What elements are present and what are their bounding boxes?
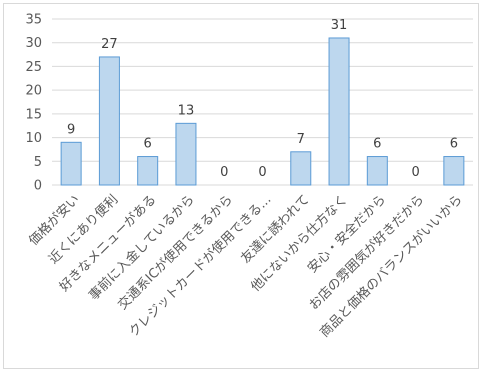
data-label: 27 xyxy=(101,37,118,52)
y-tick-label: 20 xyxy=(25,84,42,99)
bar xyxy=(137,156,159,186)
data-label: 6 xyxy=(144,137,152,152)
data-labels: 9 27 6 13 0 0 7 31 6 0 6 xyxy=(67,18,458,180)
data-label: 0 xyxy=(258,165,266,180)
bar xyxy=(328,37,350,186)
y-tick-label: 10 xyxy=(25,131,42,146)
bar xyxy=(98,56,120,186)
y-tick-label: 30 xyxy=(25,36,42,51)
data-label: 6 xyxy=(450,137,458,152)
bar xyxy=(60,141,82,186)
data-label: 0 xyxy=(411,165,419,180)
y-tick-label: 15 xyxy=(25,107,42,122)
category-label: 友達に誘われて xyxy=(238,192,313,267)
data-label: 6 xyxy=(373,137,381,152)
data-label: 7 xyxy=(297,132,305,147)
y-tick-label: 0 xyxy=(34,179,42,194)
category-labels: 価格が安い近くにあり便利好きなメニューがある事前に入金しているから交通系ICが使… xyxy=(26,192,466,341)
chart-frame xyxy=(3,3,479,369)
gridlines xyxy=(52,18,473,186)
data-label: 9 xyxy=(67,122,75,137)
y-tick-label: 35 xyxy=(25,13,42,28)
y-tick-label: 25 xyxy=(25,60,42,75)
data-label: 0 xyxy=(220,165,228,180)
bar xyxy=(290,151,312,186)
bars xyxy=(60,37,465,186)
bar xyxy=(175,122,197,186)
bar xyxy=(443,156,465,186)
y-tick-label: 5 xyxy=(34,155,42,170)
data-label: 13 xyxy=(178,103,195,118)
data-label: 31 xyxy=(331,18,348,33)
bar xyxy=(366,156,388,186)
category-label: 近くにあり便利 xyxy=(46,192,121,267)
y-axis-ticks: 0 5 10 15 20 25 30 35 xyxy=(25,13,42,194)
